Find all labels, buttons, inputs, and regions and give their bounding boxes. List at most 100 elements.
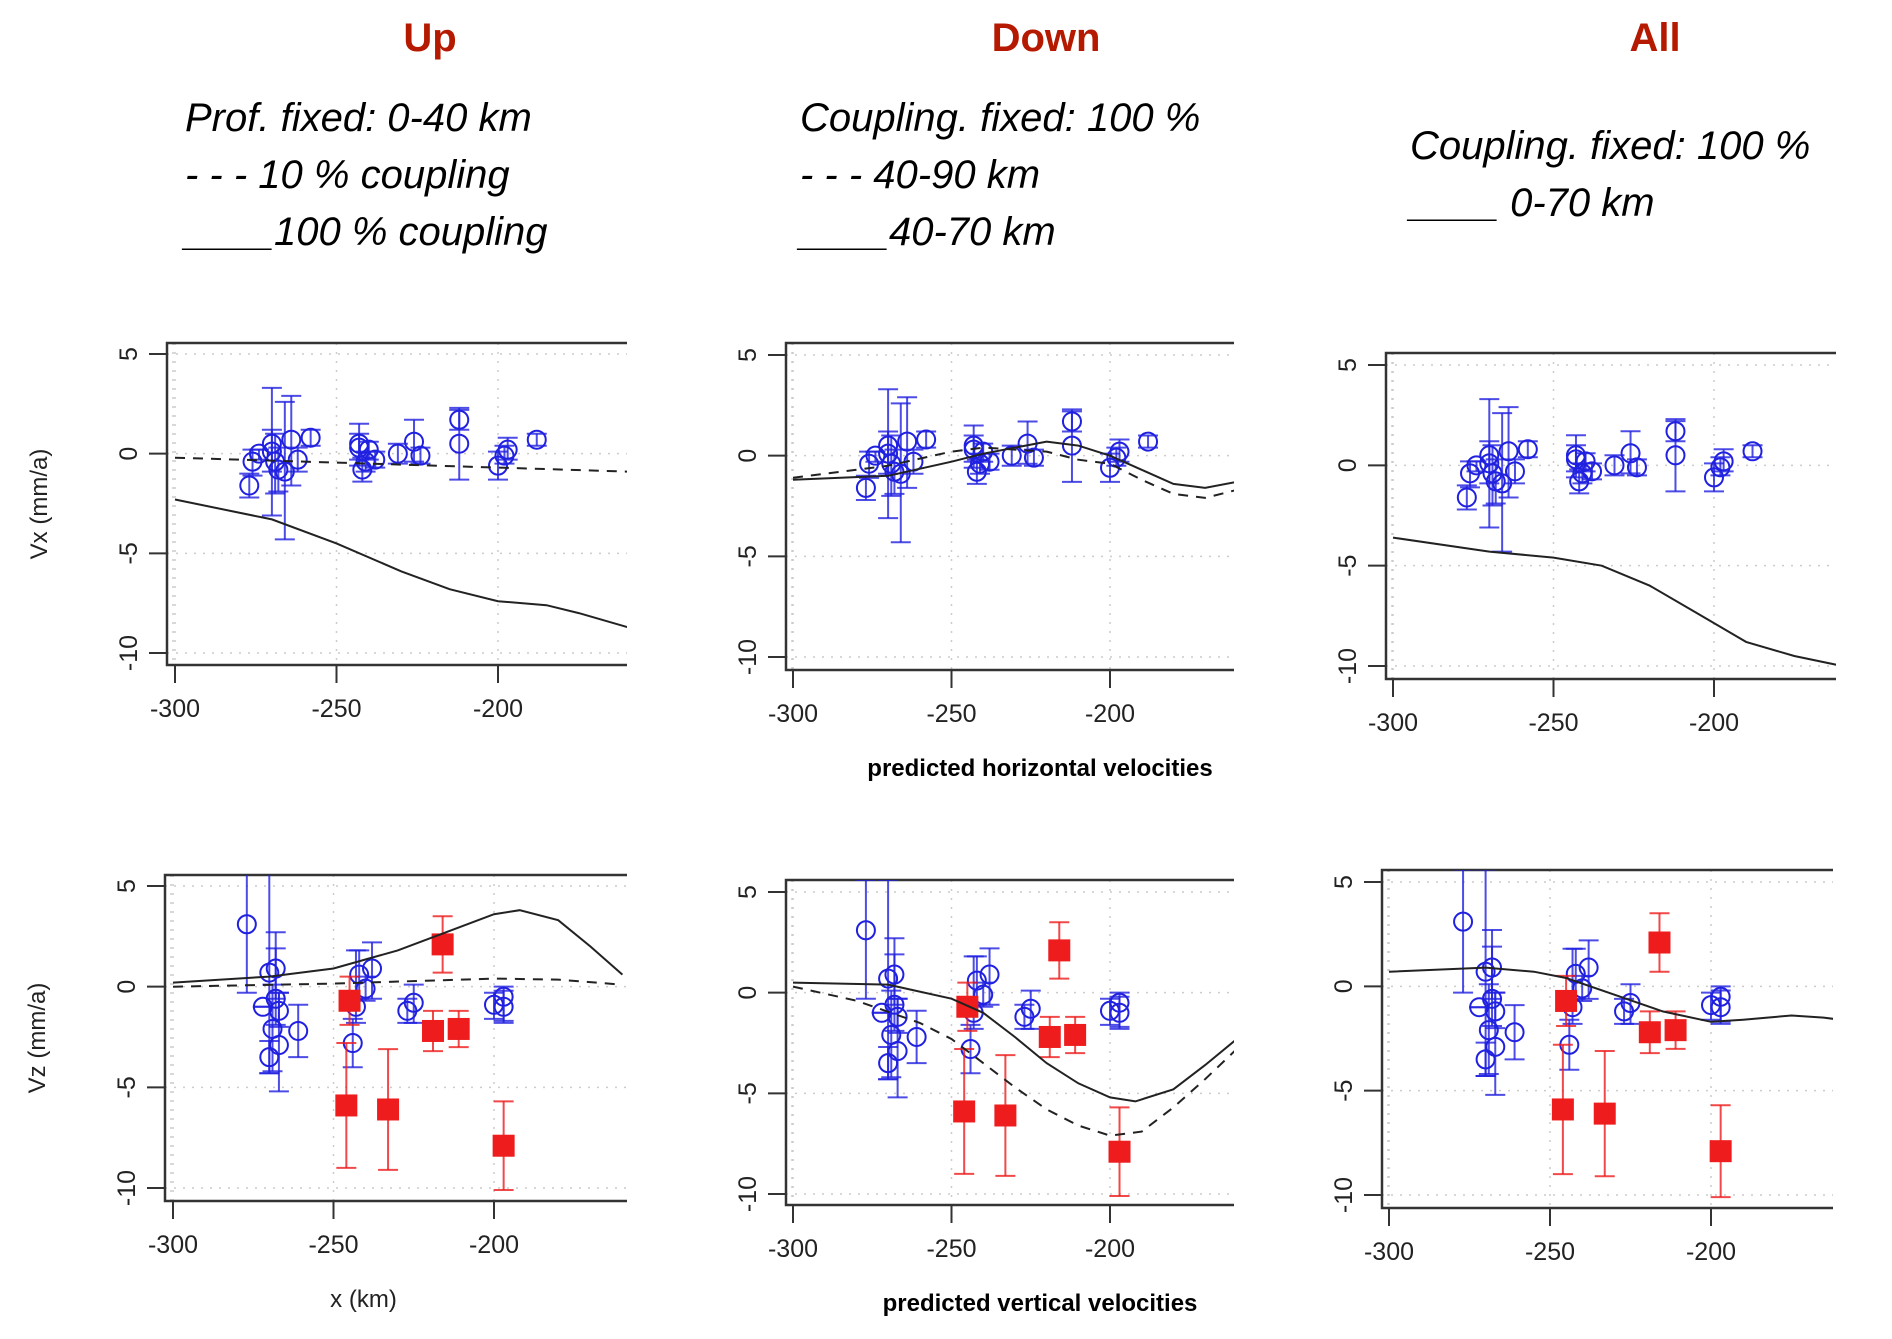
gps-point (288, 1003, 309, 1059)
gps-point (236, 875, 257, 994)
plot-frame (1384, 351, 1836, 681)
square-marker (1551, 1098, 1574, 1121)
circle-marker (1023, 447, 1044, 468)
square-marker (1593, 1102, 1616, 1125)
plot-frame (784, 878, 1234, 1207)
gps-point (1504, 458, 1525, 485)
y-axis-label: Vz (mm/a) (24, 983, 51, 1094)
panel-down-vx: 5 0 -5 -10-300 -250 -200 predicted horizontal … (734, 341, 1234, 782)
x-tick-label: -200 (469, 1231, 519, 1259)
circle-marker (1710, 997, 1731, 1018)
leveling-point (422, 1009, 445, 1053)
gps-point (1020, 989, 1041, 1030)
plot-area (174, 386, 627, 629)
x-tick-label: -300 (150, 695, 200, 723)
circle-marker (526, 429, 547, 450)
y-tick-label: 5 (1330, 875, 1358, 889)
circle-marker (1665, 445, 1686, 466)
leveling-point (447, 1009, 470, 1049)
leveling-point (431, 915, 454, 974)
circle-marker (1138, 431, 1159, 452)
gps-point (1498, 406, 1519, 499)
square-marker (447, 1017, 470, 1040)
plot-area (1392, 398, 1836, 666)
gps-point (973, 981, 994, 1008)
circle-marker (1575, 451, 1596, 472)
panel-down-vz: 5 0 -5 -10-300 -250 -200 predicted vertical ve… (734, 878, 1234, 1317)
x-tick-label: -250 (1528, 709, 1578, 737)
x-tick-label: -250 (311, 695, 361, 723)
gps-point (362, 941, 383, 1000)
y-tick-label: -5 (1330, 1080, 1358, 1102)
x-tick-label: -200 (1085, 1235, 1135, 1263)
gps-point (1504, 1004, 1525, 1061)
circle-marker (281, 429, 302, 450)
gps-point (1109, 995, 1130, 1028)
gps-point (300, 427, 321, 448)
gps-point (1453, 870, 1474, 994)
gps-point (855, 474, 876, 501)
panel-up-vx: 5 0 -5 -10-300 -250 -200 Vx (mm/a) (26, 341, 627, 723)
square-marker (377, 1098, 400, 1121)
y-tick-label: -5 (1334, 555, 1362, 577)
gps-point (493, 989, 514, 1022)
model-curve-dashed (792, 985, 1234, 1137)
x-tick-label: -200 (1085, 700, 1135, 728)
leveling-point (1108, 1106, 1131, 1198)
circle-marker (1453, 911, 1474, 932)
up-subtitle-line-1: Prof. fixed: 0-40 km (185, 96, 532, 140)
y-tick-label: -5 (115, 542, 143, 564)
gps-point (1626, 457, 1647, 478)
leveling-point (1038, 1015, 1061, 1059)
x-tick-label: -300 (148, 1231, 198, 1259)
gps-point (1710, 989, 1731, 1023)
circle-marker (387, 443, 408, 464)
model-curve-solid (1388, 966, 1833, 1023)
y-tick-label: -10 (1334, 648, 1362, 684)
plot-frame (784, 341, 1234, 672)
circle-marker (973, 984, 994, 1005)
y-axis-label: Vx (mm/a) (26, 449, 53, 560)
gps-point (287, 446, 308, 473)
plot-frame (1380, 868, 1833, 1210)
leveling-point (335, 1042, 358, 1169)
circle-marker (887, 1041, 908, 1062)
x-tick-label: -300 (1368, 709, 1418, 737)
gps-point (265, 931, 286, 1000)
gps-point (526, 429, 547, 450)
y-tick-label: -5 (113, 1076, 141, 1098)
leveling-point (492, 1100, 515, 1192)
circle-marker (410, 445, 431, 466)
model-curve-solid (172, 909, 624, 984)
circle-marker (488, 455, 508, 476)
circle-marker (1001, 445, 1022, 466)
gps-point (1517, 439, 1538, 460)
circle-marker (1504, 461, 1525, 482)
model-curve-dashed (174, 456, 627, 473)
up-subtitle-line-3: ____100 % coupling (185, 210, 548, 254)
leveling-point (1709, 1104, 1732, 1199)
x-tick-label: -300 (1364, 1238, 1414, 1266)
up-subtitle-line-2: - - - 10 % coupling (185, 153, 510, 197)
plot-frame (165, 341, 627, 667)
y-tick-label: -10 (734, 1176, 762, 1212)
x-tick-label: -300 (768, 700, 818, 728)
gps-point (1485, 991, 1506, 1096)
circle-marker (365, 449, 386, 470)
square-marker (422, 1019, 445, 1042)
circle-marker (916, 429, 937, 450)
circle-marker (1466, 455, 1487, 476)
gps-point (1492, 412, 1513, 553)
circle-marker (1604, 455, 1625, 476)
square-marker (1108, 1140, 1131, 1163)
circle-marker (1626, 457, 1647, 478)
y-tick-label: 5 (115, 347, 143, 361)
plot-area (792, 388, 1234, 544)
circle-marker (358, 439, 379, 460)
circle-marker (355, 978, 376, 999)
y-tick-label: 0 (115, 447, 143, 461)
gps-point (410, 445, 431, 466)
circle-marker (1713, 451, 1734, 472)
gps-point (449, 408, 470, 481)
square-marker (338, 989, 361, 1012)
